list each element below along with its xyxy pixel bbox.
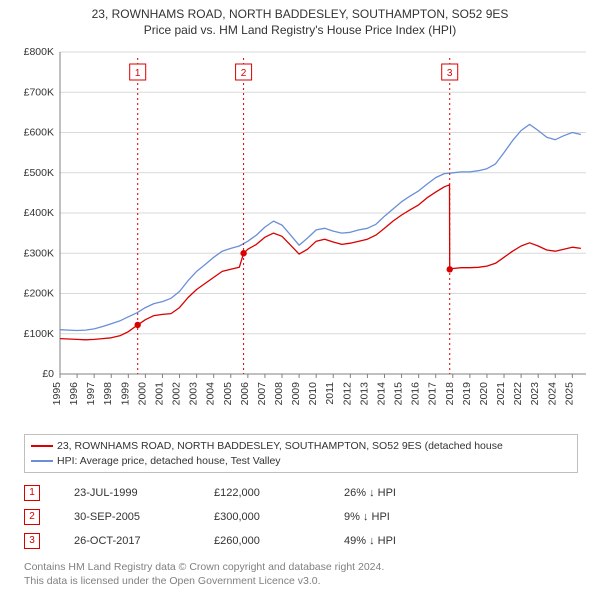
legend: 23, ROWNHAMS ROAD, NORTH BADDESLEY, SOUT… bbox=[24, 434, 578, 473]
svg-text:1: 1 bbox=[135, 68, 141, 79]
svg-text:2024: 2024 bbox=[546, 382, 558, 406]
svg-text:£600K: £600K bbox=[24, 127, 54, 139]
svg-text:2010: 2010 bbox=[307, 382, 319, 406]
price-chart: £0 £100K £200K £300K £400K £500K £600K £700K £80… bbox=[10, 46, 590, 426]
svg-text:2009: 2009 bbox=[290, 382, 302, 406]
attribution-line-1: Contains HM Land Registry data © Crown c… bbox=[24, 561, 578, 575]
svg-text:£700K: £700K bbox=[24, 86, 54, 98]
svg-text:2020: 2020 bbox=[478, 382, 490, 406]
event-row: 326-OCT-2017£260,00049% ↓ HPI bbox=[24, 529, 454, 553]
svg-text:2007: 2007 bbox=[256, 382, 268, 406]
event-badge: 2 bbox=[24, 509, 40, 525]
svg-text:2012: 2012 bbox=[341, 382, 353, 406]
svg-text:2018: 2018 bbox=[444, 382, 456, 406]
svg-text:1995: 1995 bbox=[51, 382, 63, 406]
svg-text:2016: 2016 bbox=[410, 382, 422, 406]
svg-text:1998: 1998 bbox=[102, 382, 114, 406]
svg-text:£500K: £500K bbox=[24, 167, 54, 179]
svg-text:2021: 2021 bbox=[495, 382, 507, 406]
svg-text:2003: 2003 bbox=[188, 382, 200, 406]
svg-text:2019: 2019 bbox=[461, 382, 473, 406]
svg-text:£100K: £100K bbox=[24, 328, 54, 340]
attribution: Contains HM Land Registry data © Crown c… bbox=[24, 561, 578, 588]
title-line-2: Price paid vs. HM Land Registry's House … bbox=[0, 22, 600, 38]
event-row: 123-JUL-1999£122,00026% ↓ HPI bbox=[24, 481, 454, 505]
svg-text:2: 2 bbox=[241, 68, 247, 79]
svg-text:2014: 2014 bbox=[375, 382, 387, 406]
svg-text:2008: 2008 bbox=[273, 382, 285, 406]
chart-footer: 23, ROWNHAMS ROAD, NORTH BADDESLEY, SOUT… bbox=[24, 434, 578, 589]
svg-text:2004: 2004 bbox=[205, 382, 217, 406]
svg-text:2025: 2025 bbox=[563, 382, 575, 406]
title-line-1: 23, ROWNHAMS ROAD, NORTH BADDESLEY, SOUT… bbox=[0, 6, 600, 22]
svg-text:2017: 2017 bbox=[427, 382, 439, 406]
svg-text:1999: 1999 bbox=[119, 382, 131, 406]
svg-text:2013: 2013 bbox=[358, 382, 370, 406]
legend-label: HPI: Average price, detached house, Test… bbox=[57, 455, 281, 467]
legend-swatch bbox=[31, 445, 53, 447]
chart-title-block: 23, ROWNHAMS ROAD, NORTH BADDESLEY, SOUT… bbox=[0, 0, 600, 38]
legend-item: 23, ROWNHAMS ROAD, NORTH BADDESLEY, SOUT… bbox=[31, 439, 571, 454]
svg-text:2001: 2001 bbox=[153, 382, 165, 406]
legend-label: 23, ROWNHAMS ROAD, NORTH BADDESLEY, SOUT… bbox=[57, 440, 503, 452]
svg-text:£300K: £300K bbox=[24, 247, 54, 259]
event-badge: 1 bbox=[24, 485, 40, 501]
event-list: 123-JUL-1999£122,00026% ↓ HPI230-SEP-200… bbox=[24, 481, 578, 553]
svg-text:2023: 2023 bbox=[529, 382, 541, 406]
svg-text:£400K: £400K bbox=[24, 207, 54, 219]
svg-text:3: 3 bbox=[447, 68, 453, 79]
svg-text:£800K: £800K bbox=[24, 46, 54, 58]
svg-text:£200K: £200K bbox=[24, 288, 54, 300]
event-badge: 3 bbox=[24, 533, 40, 549]
legend-item: HPI: Average price, detached house, Test… bbox=[31, 454, 571, 469]
event-row: 230-SEP-2005£300,0009% ↓ HPI bbox=[24, 505, 454, 529]
svg-text:1997: 1997 bbox=[85, 382, 97, 406]
svg-text:2005: 2005 bbox=[222, 382, 234, 406]
svg-text:2006: 2006 bbox=[239, 382, 251, 406]
svg-text:2022: 2022 bbox=[512, 382, 524, 406]
svg-text:£0: £0 bbox=[42, 368, 54, 380]
svg-text:2015: 2015 bbox=[393, 382, 405, 406]
svg-text:2011: 2011 bbox=[324, 382, 336, 405]
svg-text:2002: 2002 bbox=[171, 382, 183, 406]
svg-text:1996: 1996 bbox=[68, 382, 80, 406]
legend-swatch bbox=[31, 460, 53, 462]
attribution-line-2: This data is licensed under the Open Gov… bbox=[24, 575, 578, 589]
svg-text:2000: 2000 bbox=[136, 382, 148, 406]
